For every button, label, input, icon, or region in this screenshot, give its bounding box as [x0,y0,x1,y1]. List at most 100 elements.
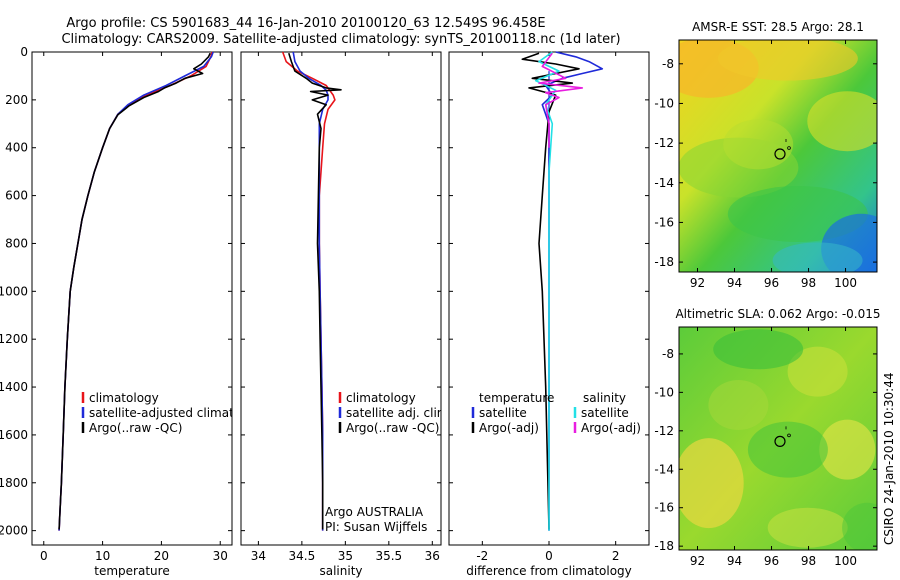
sla_map-ytick-label: -8 [662,347,674,361]
sla-map-panel: Altimetric SLA: 0.062 Argo: -0.015 -8 -10 -… [654,307,880,568]
salinity-legend-label: satellite adj. clim. [346,406,452,420]
temperature-ytick-label: 1000 [0,284,28,298]
sla_map-float-marker [774,435,786,447]
sla_map-ytick-label: -14 [654,462,674,476]
difference-legend-label: Argo(-adj) [479,421,539,435]
difference-xlabel: difference from climatology [466,564,632,578]
temperature-xlabel: temperature [94,564,169,578]
difference-xtick-label: -2 [476,549,488,563]
sla_map-frame [678,326,878,551]
difference-legend-label: satellite [581,406,629,420]
sst_map-xtick-label: 94 [727,276,742,290]
temperature-series-2 [58,52,211,530]
temperature-ytick-label: 800 [5,236,28,250]
sla_map-float-track [787,433,791,438]
difference-legend-col-temperature: temperature [479,391,554,405]
figure-title-line2: Climatology: CARS2009. Satellite-adjuste… [61,32,620,47]
salinity-xtick-label: 35.5 [375,549,402,563]
salinity-xlabel: salinity [319,564,362,578]
difference-legend-label: Argo(-adj) [581,421,641,435]
sst_map-xtick-label: 100 [834,276,857,290]
difference-series-3 [538,52,584,148]
sla_map-xtick-label: 92 [690,554,705,568]
temperature-series-1 [58,51,214,531]
salinity-xtick-label: 34.5 [289,549,316,563]
temperature-panel: 0 200 400 600 800 1000 1200 1400 1600 1800 2000 0 10… [0,45,233,578]
sla_map-title: Altimetric SLA: 0.062 Argo: -0.015 [675,307,880,321]
sla_map-xtick-label: 100 [834,554,857,568]
sst_map-ytick-label: -14 [654,176,674,190]
salinity-xtick-label: 34 [251,549,266,563]
difference-series-2 [534,51,560,531]
salinity-panel: 34 34.5 35 35.5 36 salinity climatologysatelli… [240,51,452,578]
temperature-ytick-label: 1600 [0,428,28,442]
sla_map-field-patch [747,421,828,478]
sst_map-field-patch [717,40,858,81]
salinity-series-0 [281,51,336,531]
sla_map-ytick-label: -12 [654,424,674,438]
sst_map-float-marker [774,148,786,160]
sst_map-ytick-label: -12 [654,136,674,150]
temperature-frame [31,51,233,546]
sst_map-title: AMSR-E SST: 28.5 Argo: 28.1 [692,20,864,34]
sla_map-xtick-label: 98 [801,554,816,568]
temperature-legend-label: Argo(..raw -QC) [89,421,182,435]
difference-series-0 [541,51,604,531]
salinity-xtick-label: 36 [425,549,440,563]
temperature-xtick-label: 0 [40,549,48,563]
temperature-ytick-label: 600 [5,189,28,203]
sst_map-ytick-label: -18 [654,255,674,269]
difference-series-1 [521,52,580,530]
sla_map-field [679,327,877,550]
temperature-xtick-label: 30 [213,549,228,563]
sst_map-ytick-label: -16 [654,215,674,229]
salinity-xtick-label: 35 [338,549,353,563]
salinity-series-1 [292,51,329,531]
sst_map-ytick-label: -8 [662,57,674,71]
sla_map-field-patch [842,502,877,550]
sla_map-xtick-label: 96 [764,554,779,568]
temperature-ytick-label: 1400 [0,380,28,394]
salinity-series-2 [288,52,342,530]
salinity-legend-label: climatology [346,391,416,405]
side-timestamp: CSIRO 24-Jan-2010 10:30:44 [882,373,896,545]
difference-xtick-label: 0 [545,549,553,563]
sla_map-field-patch [819,419,876,480]
sst_map-frame [678,39,878,273]
salinity-frame [240,51,442,546]
salinity-annotation: PI: Susan Wijffels [325,520,427,534]
sla_map-field-patch [679,438,744,529]
sla_map-ytick-label: -18 [654,539,674,553]
temperature-ytick-label: 1800 [0,476,28,490]
temperature-ytick-label: 400 [5,141,28,155]
difference-legend-label: satellite [479,406,527,420]
temperature-series-0 [58,51,213,531]
sst_map-xtick-label: 92 [690,276,705,290]
sla_map-field-patch [713,329,804,370]
sst_map-ytick-label: -10 [654,96,674,110]
temperature-ytick-label: 2000 [0,524,28,538]
temperature-xtick-label: 20 [154,549,169,563]
sst_map-xtick-label: 96 [764,276,779,290]
sla_map-ytick-label: -10 [654,385,674,399]
temperature-legend-label: climatology [89,391,159,405]
sla_map-ytick-label: -16 [654,501,674,515]
sst_map-xtick-label: 98 [801,276,816,290]
sla_map-xtick-label: 94 [727,554,742,568]
sla_map-field-patch [767,507,848,548]
sst_map-float-track [787,146,791,150]
sst-map-panel: AMSR-E SST: 28.5 Argo: 28.1 -8 -10 -12 -14 -1… [654,20,878,290]
sst_map-field-patch [772,242,863,272]
temperature-xtick-label: 10 [95,549,110,563]
salinity-legend-label: Argo(..raw -QC) [346,421,439,435]
difference-legend-col-salinity: salinity [583,391,626,405]
temperature-ytick-label: 0 [20,45,28,59]
figure-title-line1: Argo profile: CS 5901683_44 16-Jan-2010 … [66,16,545,31]
difference-xtick-label: 2 [612,549,620,563]
sst_map-field-patch [807,91,877,152]
temperature-ytick-label: 200 [5,93,28,107]
